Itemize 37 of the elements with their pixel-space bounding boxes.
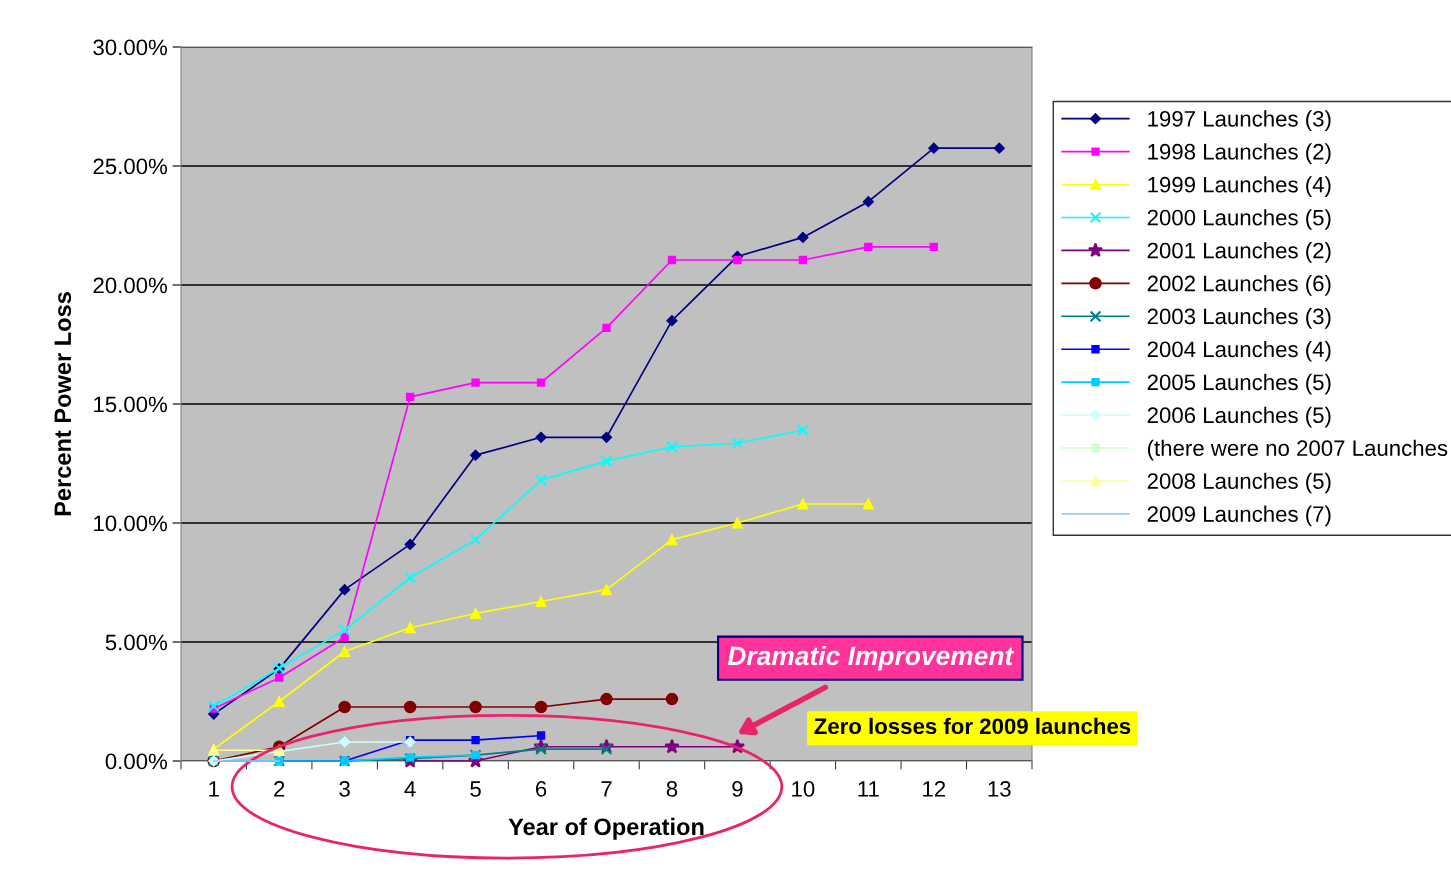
legend-label: 2000 Launches (5) xyxy=(1147,209,1331,230)
y-tick-label: 25.00% xyxy=(93,158,168,175)
x-tick-label: 1 xyxy=(209,781,219,797)
y-axis-title: Percent Power Loss xyxy=(54,292,72,516)
legend-label: 2005 Launches (5) xyxy=(1147,373,1331,395)
legend-label: 2009 Launches (7) xyxy=(1147,505,1331,527)
annotation: Zero losses for 2009 launches xyxy=(814,717,1131,735)
legend-label: 2004 Launches (4) xyxy=(1147,340,1331,362)
legend-label: (there were no 2007 Launches xyxy=(1147,439,1448,461)
y-tick-label: 10.00% xyxy=(94,515,168,532)
legend-label: 1997 Launches (3) xyxy=(1148,110,1331,132)
x-tick-label: 3 xyxy=(339,781,350,797)
x-tick-label: 5 xyxy=(470,781,481,797)
x-axis-title: Year of Operation xyxy=(508,817,704,840)
x-tick-label: 6 xyxy=(535,781,547,797)
legend-label: 2008 Launches (5) xyxy=(1147,472,1331,494)
x-tick-label: 4 xyxy=(404,781,416,797)
y-tick-label: 0.00% xyxy=(105,753,168,770)
x-tick-label: 9 xyxy=(732,781,743,797)
legend-label: 2006 Launches (5) xyxy=(1147,406,1331,428)
x-tick-label: 2 xyxy=(274,781,285,797)
legend-label: 2003 Launches (3) xyxy=(1147,307,1331,329)
legend-label: 1999 Launches (4) xyxy=(1148,176,1331,197)
x-tick-label: 10 xyxy=(792,781,815,797)
x-tick-label: 11 xyxy=(858,781,879,797)
annotation: Dramatic Improvement xyxy=(727,645,1015,671)
legend-label: 2002 Launches (6) xyxy=(1147,275,1331,296)
y-tick-label: 5.00% xyxy=(105,634,168,651)
y-tick-label: 20.00% xyxy=(93,277,168,294)
x-tick-label: 8 xyxy=(666,781,678,797)
x-tick-label: 13 xyxy=(988,781,1011,797)
x-tick-label: 12 xyxy=(923,781,946,797)
legend-label: 1998 Launches (2) xyxy=(1148,143,1331,164)
x-tick-label: 7 xyxy=(601,781,612,797)
y-tick-label: 15.00% xyxy=(94,396,168,413)
y-tick-label: 30.00% xyxy=(93,39,168,56)
legend-label: 2001 Launches (2) xyxy=(1147,242,1331,263)
